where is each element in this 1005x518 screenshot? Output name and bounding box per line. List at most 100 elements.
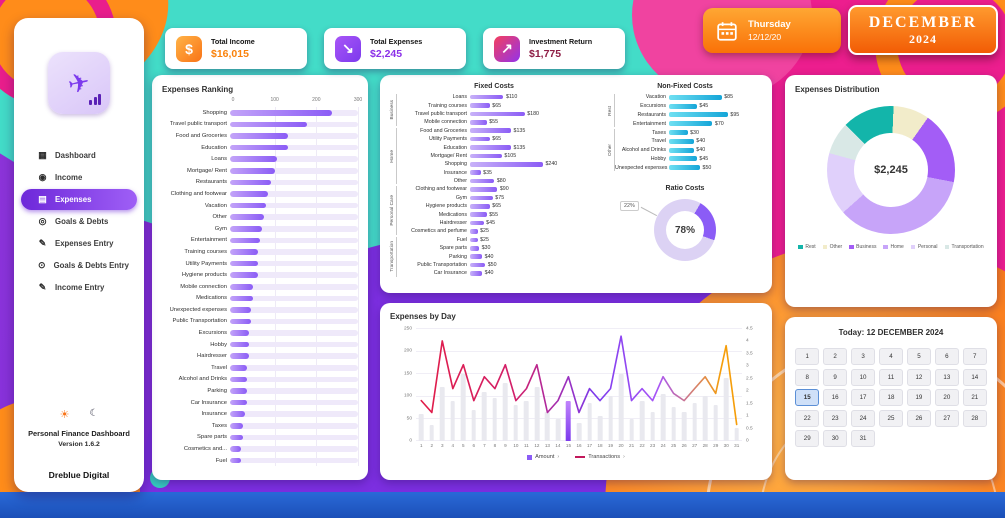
calendar-day-26[interactable]: 26	[906, 409, 932, 427]
month-label: DECEMBER	[868, 13, 978, 31]
calendar-day-15[interactable]: 15	[795, 389, 820, 406]
bar-row: Shopping $240	[397, 160, 600, 168]
calendar-day-21[interactable]: 21	[962, 389, 987, 406]
calendar-icon	[717, 21, 737, 41]
ranking-bar-row: Travel	[162, 362, 358, 374]
calendar-day-10[interactable]: 10	[850, 368, 876, 386]
calendar-day-27[interactable]: 27	[934, 409, 960, 427]
calendar-day-30[interactable]: 30	[822, 430, 848, 447]
calendar-day-17[interactable]: 17	[850, 389, 876, 406]
non-fixed-costs-section: Non-Fixed Costs Rest Other Vacation $85 Exc…	[606, 83, 764, 179]
amount-bar-day-17	[587, 402, 592, 441]
category-label: Travel	[651, 138, 666, 145]
calendar-day-19[interactable]: 19	[906, 389, 932, 406]
calendar-day-18[interactable]: 18	[878, 389, 904, 406]
moon-icon[interactable]: ☾	[89, 408, 99, 419]
calendar-day-11[interactable]: 11	[878, 368, 904, 386]
legend-label: Rest	[805, 244, 816, 250]
category-label: Gym	[455, 194, 467, 201]
distribution-legend: Rest Other Business Home Personal Transportat…	[795, 244, 987, 250]
bar-row: Insurance $35	[397, 169, 600, 177]
calendar-day-6[interactable]: 6	[934, 348, 960, 365]
costs-panel: Fixed Costs Business Home Personal Care Tra…	[380, 75, 772, 293]
calendar-day-24[interactable]: 24	[850, 409, 876, 427]
bar-row: Mortgage/ Rent $105	[397, 152, 600, 160]
expenses-by-day-x-axis: 1 2 3 4 5 6 7 8 9 10 11 12 13 14 15 16 17 18 19 20 21 22 23 24 2…	[416, 443, 742, 450]
category-label: Car Insurance	[190, 399, 227, 406]
bar-track	[230, 307, 358, 313]
fixed-costs-section: Fixed Costs Business Home Personal Care Tra…	[388, 83, 600, 285]
ratio-costs-section: Ratio Costs 22% 78%	[606, 185, 764, 285]
calendar-day-20[interactable]: 20	[934, 389, 960, 406]
legend-scroll-arrow[interactable]: ›	[623, 454, 625, 460]
bar-row: Vacation $85	[615, 93, 764, 102]
legend-item-business: Business	[849, 244, 876, 250]
value-label: $55	[489, 119, 499, 126]
sidebar-item-goals-debts[interactable]: ◎ Goals & Debts	[21, 211, 137, 232]
calendar-day-23[interactable]: 23	[822, 409, 848, 427]
bar-row: Medications $55	[397, 210, 600, 218]
calendar-day-31[interactable]: 31	[850, 430, 876, 447]
distribution-donut-chart: $2,245	[827, 106, 955, 234]
calendar-day-25[interactable]: 25	[878, 409, 904, 427]
calendar-day-1[interactable]: 1	[795, 348, 820, 365]
bar-fill	[470, 136, 490, 142]
value-label: $50	[702, 164, 712, 171]
calendar-day-2[interactable]: 2	[822, 348, 848, 365]
kpi-card-total-income: $ Total Income $16,015	[165, 28, 307, 69]
category-label: Spare parts	[439, 245, 467, 252]
bar-fill	[230, 446, 241, 452]
calendar-day-13[interactable]: 13	[934, 368, 960, 386]
amount-bar-day-22	[639, 400, 645, 441]
bar-track	[230, 341, 358, 348]
non-fixed-costs-title: Non-Fixed Costs	[657, 83, 713, 90]
calendar-day-8[interactable]: 8	[795, 368, 820, 386]
bar-row: Unexpected expenses $50	[615, 163, 764, 172]
calendar-day-12[interactable]: 12	[906, 368, 932, 386]
sidebar-item-dashboard[interactable]: ▦ Dashboard	[21, 145, 137, 166]
amount-bar-day-10	[513, 405, 519, 441]
x-axis-tick-label: 2	[430, 443, 434, 448]
secondary-y-axis-tick-label: 1.5	[746, 401, 753, 407]
sidebar-item-goals-debts-entry[interactable]: ⊙ Goals & Debts Entry	[21, 255, 137, 276]
calendar-day-9[interactable]: 9	[822, 368, 848, 386]
bar-track	[230, 283, 358, 290]
calendar-day-7[interactable]: 7	[962, 348, 987, 365]
ranking-bar-row: Spare parts	[162, 432, 358, 444]
category-label: Fuel	[215, 457, 227, 464]
calendar-day-5[interactable]: 5	[906, 348, 932, 365]
calendar-day-16[interactable]: 16	[822, 389, 848, 406]
sidebar-item-income-entry[interactable]: ✎ Income Entry	[21, 277, 137, 298]
calendar-day-14[interactable]: 14	[962, 368, 987, 386]
bar-track	[230, 167, 358, 174]
bar-fill	[230, 388, 248, 394]
group-label-other: Other	[606, 129, 615, 172]
bar-fill	[230, 330, 250, 336]
bar-fill	[470, 212, 487, 217]
sidebar-item-expenses[interactable]: ▤ Expenses	[21, 189, 137, 210]
calendar-day-3[interactable]: 3	[850, 348, 876, 365]
value-label: $180	[527, 110, 540, 117]
gridline	[416, 418, 742, 419]
ranking-bar-row: Public Transportation	[162, 316, 358, 328]
legend-scroll-arrow[interactable]: ›	[557, 454, 560, 460]
amount-bar-day-8	[492, 398, 498, 441]
legend-swatch	[883, 244, 888, 250]
income-icon: ◉	[38, 172, 47, 182]
sun-icon[interactable]: ☀	[59, 409, 70, 421]
bar-row: Entertainment $70	[615, 119, 764, 128]
sidebar-item-expenses-entry[interactable]: ✎ Expenses Entry	[21, 233, 137, 254]
calendar-day-22[interactable]: 22	[795, 409, 820, 427]
calendar-day-29[interactable]: 29	[795, 430, 820, 447]
calendar-day-4[interactable]: 4	[878, 348, 904, 365]
ranking-bar-row: Fuel	[162, 455, 358, 467]
amount-bar-day-24	[660, 393, 666, 441]
group-label: Business	[389, 100, 395, 120]
sidebar-item-income[interactable]: ◉ Income	[21, 167, 137, 188]
calendar-day-28[interactable]: 28	[962, 409, 987, 427]
kpi-label: Total Income	[211, 37, 255, 46]
y-axis-tick-label: 100	[403, 393, 412, 399]
bar-fill	[230, 283, 254, 290]
category-label: Mortgage/ Rent	[430, 152, 467, 159]
bar-fill	[230, 179, 271, 186]
